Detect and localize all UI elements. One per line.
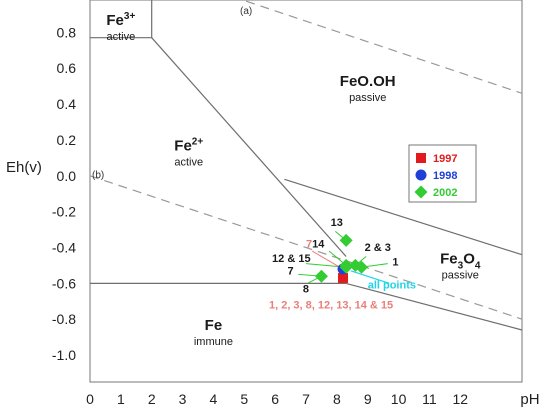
point-2002-6: [314, 269, 328, 283]
water-line-1: [240, 0, 523, 94]
all-points-arrow: [350, 270, 390, 284]
y-axis-title: Eh(v): [6, 159, 42, 176]
x-axis-title: pH: [520, 391, 539, 408]
legend-label-1997: 1997: [433, 153, 457, 165]
point-label-8: 8: [303, 283, 309, 295]
x-tick-label: 8: [333, 391, 341, 407]
x-axis-ticks: 0 1 2 3 4 5 6 7 8 9 10 11 12: [86, 391, 468, 407]
x-tick-label: 11: [422, 391, 437, 407]
region-state-4: passive: [442, 270, 479, 282]
water-line-label-2: (b): [92, 170, 104, 181]
x-tick-label: 6: [271, 391, 279, 407]
region-label-4: Fe3O4: [440, 251, 481, 272]
region-label-1: Fe3+: [106, 11, 135, 29]
legend-marker-1997: [416, 153, 426, 163]
x-tick-label: 1: [117, 391, 125, 407]
point-label-4: 2 & 3: [365, 242, 391, 254]
region-label-5: Fe: [205, 317, 223, 334]
legend-label-1998: 1998: [433, 170, 457, 182]
x-tick-label: 4: [210, 391, 218, 407]
y-tick-label: -0.8: [52, 311, 76, 327]
point-label-9: 1, 2, 3, 8, 12, 13, 14 & 15: [269, 299, 393, 311]
x-tick-label: 2: [148, 391, 156, 407]
y-tick-label: -0.6: [52, 275, 76, 291]
y-tick-label: 0.0: [57, 168, 77, 184]
point-label-3: 14: [312, 238, 325, 250]
water-stability-lines: (a) (b): [89, 0, 523, 320]
point-label-7: 7: [287, 265, 293, 277]
y-tick-label: 0.4: [57, 96, 77, 112]
x-tick-label: 10: [391, 391, 407, 407]
legend-label-2002: 2002: [433, 187, 457, 199]
water-line-label-1: (a): [240, 6, 252, 17]
x-tick-label: 3: [179, 391, 187, 407]
region-state-2: passive: [349, 92, 386, 104]
boundary-line-2: [151, 37, 347, 257]
legend-marker-2002: [414, 185, 428, 199]
point-label-2: 7: [306, 238, 312, 250]
phase-boundaries: [90, 0, 523, 331]
legend-marker-1998: [415, 169, 427, 181]
boundary-line-5: [345, 282, 523, 331]
y-tick-label: 0.2: [57, 132, 77, 148]
point-1997-1: [338, 272, 349, 283]
region-label-3: Fe2+: [174, 137, 203, 155]
legend: 1997 1998 2002: [408, 144, 477, 203]
x-tick-label: 7: [302, 391, 310, 407]
point-2002-1: [339, 233, 353, 247]
point-label-10: all points: [368, 280, 416, 292]
point-2002-5: [355, 260, 369, 274]
point-label-5: 12 & 15: [272, 253, 311, 265]
region-state-1: active: [106, 31, 135, 43]
water-line-2: [89, 175, 523, 320]
y-tick-label: -0.2: [52, 204, 76, 220]
stability-regions: Fe3+activeFeO.OHpassiveFe2+activeFe3O4pa…: [106, 11, 480, 348]
x-tick-label: 0: [86, 391, 94, 407]
point-label-6: 1: [392, 256, 398, 268]
data-points: [314, 233, 369, 283]
y-axis-ticks: 0.8 0.6 0.4 0.2 0.0 -0.2 -0.4 -0.6 -0.8 -1.0: [52, 24, 76, 363]
x-tick-label: 12: [452, 391, 468, 407]
x-tick-label: 5: [240, 391, 248, 407]
pink-leader-line: [311, 250, 344, 270]
x-tick-label: 9: [364, 391, 372, 407]
region-state-5: immune: [194, 336, 233, 348]
boundary-line-4: [284, 178, 523, 256]
point-2002-3: [339, 260, 353, 274]
y-tick-label: 0.8: [57, 24, 77, 40]
y-tick-label: 0.6: [57, 60, 77, 76]
region-label-2: FeO.OH: [340, 73, 396, 90]
region-state-3: active: [174, 157, 203, 169]
point-label-1: 13: [331, 217, 343, 229]
y-tick-label: -1.0: [52, 347, 76, 363]
y-tick-label: -0.4: [52, 239, 76, 255]
plot-frame: [89, 0, 523, 383]
